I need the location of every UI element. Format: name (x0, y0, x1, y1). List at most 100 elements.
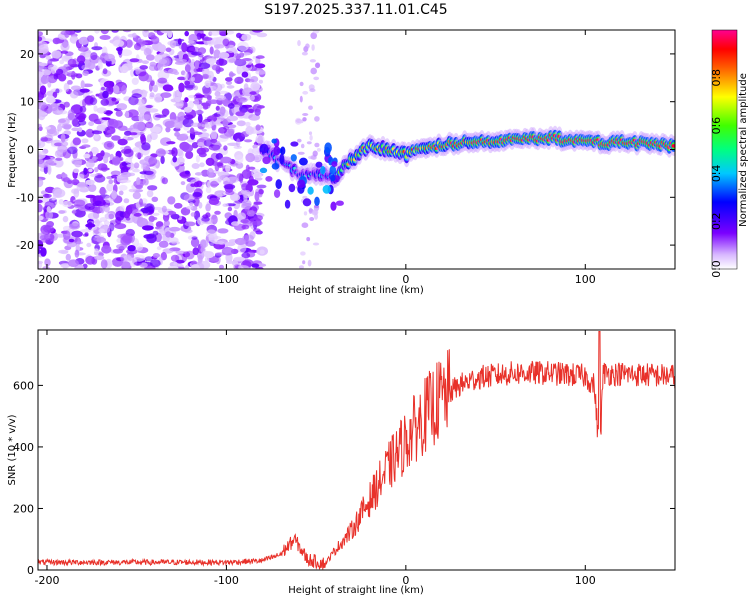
noise-blob (211, 64, 220, 71)
noise-blob (90, 52, 98, 61)
noise-blob (299, 265, 304, 269)
noise-blob (56, 68, 64, 75)
noise-blob (297, 40, 301, 47)
noise-blob (197, 142, 205, 147)
noise-blob (146, 233, 157, 244)
noise-blob (196, 32, 202, 40)
noise-blob (303, 211, 308, 216)
noise-blob (88, 168, 93, 173)
noise-blob (208, 144, 221, 151)
x-tick-label: -100 (214, 574, 239, 587)
noise-blob (63, 124, 72, 130)
noise-blob (132, 191, 141, 200)
noise-blob (54, 150, 61, 158)
noise-blob (66, 71, 76, 75)
noise-blob (60, 263, 71, 268)
y-tick-label: 0 (27, 564, 34, 577)
noise-blob (191, 236, 198, 240)
noise-blob (198, 62, 211, 69)
noise-blob (119, 179, 132, 183)
noise-blob (205, 203, 211, 212)
noise-blob (219, 264, 224, 269)
noise-blob (38, 203, 43, 213)
noise-blob (180, 181, 186, 186)
noise-blob (192, 247, 199, 256)
noise-blob (79, 105, 87, 113)
noise-blob (184, 250, 195, 260)
noise-blob (122, 233, 133, 244)
noise-blob (184, 80, 191, 86)
noise-blob (40, 238, 48, 243)
noise-blob (94, 218, 100, 227)
noise-blob (60, 173, 68, 178)
noise-blob (161, 108, 170, 116)
noise-blob (139, 65, 148, 70)
noise-blob (125, 110, 130, 118)
transition-blob (275, 179, 282, 190)
transition-blob (315, 161, 323, 168)
transition-blob (302, 198, 312, 207)
noise-blob (152, 212, 160, 216)
noise-blob (71, 210, 77, 214)
noise-blob (217, 161, 224, 168)
noise-blob (227, 103, 235, 109)
noise-blob (314, 116, 320, 122)
noise-blob (242, 58, 252, 61)
noise-blob (56, 110, 68, 115)
noise-blob (40, 190, 47, 195)
noise-blob (225, 80, 233, 85)
noise-blob (153, 30, 160, 33)
noise-blob (135, 152, 144, 159)
noise-blob (225, 164, 231, 173)
noise-blob (133, 261, 142, 266)
noise-blob (100, 150, 105, 157)
noise-blob (194, 60, 199, 70)
noise-blob (75, 73, 83, 79)
noise-blob (256, 32, 268, 38)
noise-blob (184, 30, 189, 37)
noise-blob (38, 151, 46, 160)
noise-blob (201, 128, 207, 132)
noise-blob (220, 156, 232, 164)
noise-blob (302, 195, 308, 199)
noise-blob (123, 148, 134, 158)
noise-blob (144, 121, 154, 129)
noise-blob (38, 123, 42, 127)
noise-blob (53, 158, 64, 168)
noise-blob (84, 52, 92, 61)
noise-blob (96, 107, 107, 114)
noise-blob (188, 46, 200, 52)
y-tick-label: 0 (27, 144, 34, 157)
noise-blob (71, 179, 80, 186)
noise-blob (68, 238, 75, 243)
noise-blob (245, 164, 250, 172)
noise-blob (202, 87, 212, 96)
noise-blob (101, 164, 108, 173)
noise-blob (120, 49, 133, 57)
snr-ticks: -200 -100 0 100 0 200 400 600 (13, 330, 675, 587)
noise-blob (71, 127, 80, 132)
noise-blob (202, 214, 209, 219)
noise-blob (191, 264, 200, 269)
noise-blob (51, 50, 62, 59)
noise-blob (76, 241, 84, 245)
noise-blob (62, 200, 73, 208)
noise-blob (112, 155, 121, 166)
noise-blob (94, 30, 100, 34)
noise-blob (297, 151, 305, 155)
noise-blob (190, 237, 200, 248)
noise-blob (217, 176, 223, 183)
noise-blob (110, 170, 121, 176)
noise-blob (256, 105, 265, 109)
noise-blob (63, 230, 71, 241)
transition-blob (322, 185, 332, 194)
noise-blob (85, 160, 95, 169)
noise-blob (88, 121, 95, 127)
noise-blob (165, 126, 171, 133)
noise-blob (144, 170, 154, 175)
noise-blob (63, 82, 70, 92)
noise-blob (219, 30, 227, 35)
noise-blob (140, 207, 151, 214)
noise-blob (162, 84, 174, 92)
noise-blob (46, 129, 58, 137)
